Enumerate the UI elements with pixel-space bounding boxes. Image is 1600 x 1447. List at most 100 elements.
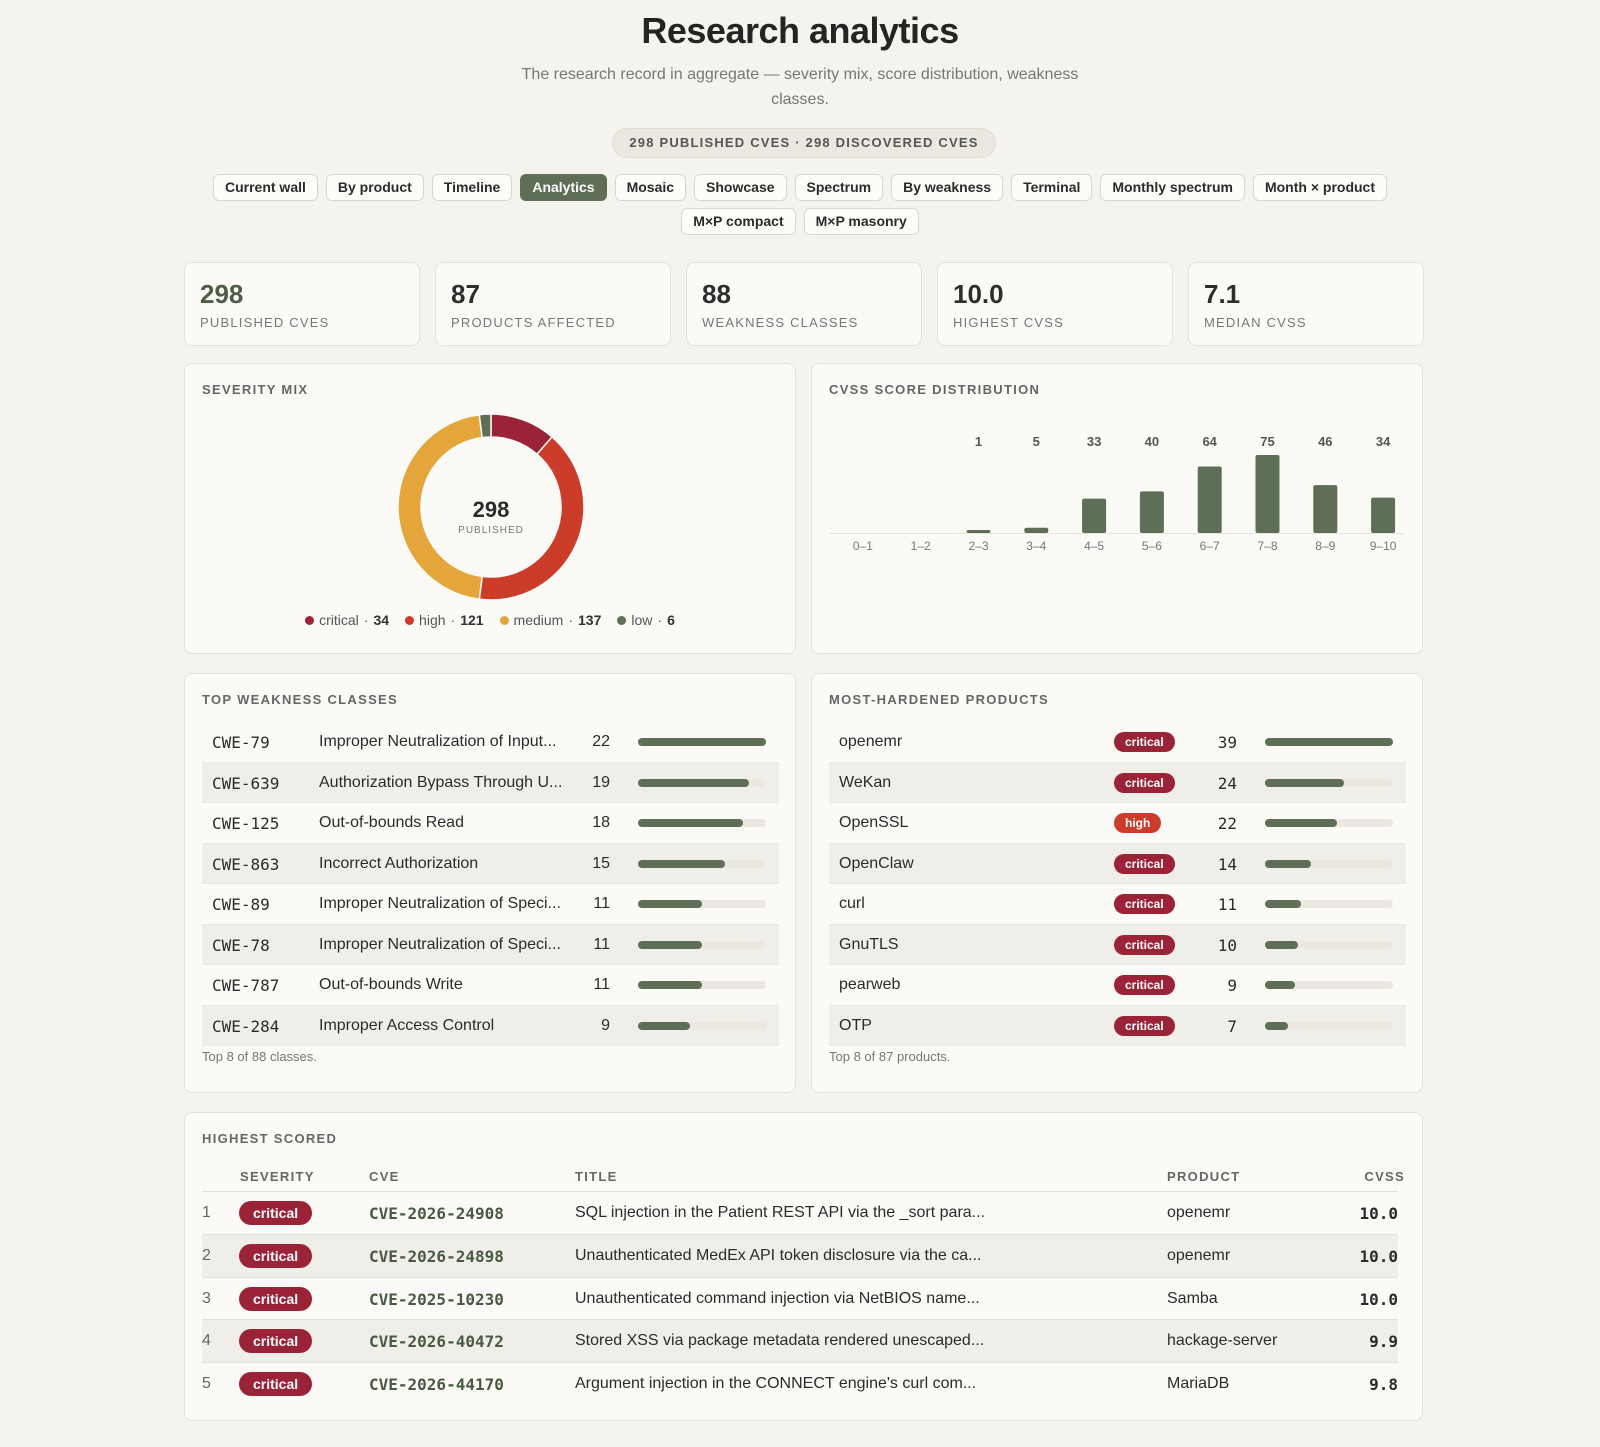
progress-track — [638, 819, 766, 827]
product-row[interactable]: GnuTLS critical 10 — [829, 924, 1406, 965]
severity-badge: high — [1114, 813, 1162, 833]
progress-track — [638, 738, 766, 746]
product-row[interactable]: WeKan critical 24 — [829, 762, 1406, 803]
table-row[interactable]: 1 critical CVE-2026-24908 SQL injection in … — [202, 1191, 1398, 1234]
product-name: GnuTLS — [839, 935, 899, 953]
legend-count: 6 — [667, 612, 675, 628]
bar-value-label: 1 — [975, 434, 982, 449]
donut-slice-medium — [397, 413, 484, 601]
table-row[interactable]: 4 critical CVE-2026-40472 Stored XSS via pa… — [202, 1319, 1398, 1363]
progress-track — [1265, 778, 1393, 787]
weakness-classes-card: TOP WEAKNESS CLASSES CWE-79 Improper Neut… — [184, 673, 796, 1093]
severity-badge-wrap: critical — [1114, 1015, 1214, 1036]
tab-terminal[interactable]: Terminal — [1011, 174, 1093, 201]
x-tick-label: 4–5 — [1084, 539, 1104, 553]
severity-badge: critical — [239, 1372, 313, 1397]
tab-showcase[interactable]: Showcase — [694, 174, 787, 201]
cwe-name: Out-of-bounds Read — [319, 814, 464, 831]
severity-badge-wrap: critical — [239, 1329, 313, 1354]
stat-label: PRODUCTS AFFECTED — [451, 315, 616, 330]
progress-fill — [1265, 859, 1311, 868]
stat-label: PUBLISHED CVES — [200, 315, 330, 330]
product-row[interactable]: OTP critical 7 — [829, 1005, 1406, 1046]
cwe-count: 11 — [593, 895, 610, 912]
tab-by-weakness[interactable]: By weakness — [891, 174, 1004, 201]
tab-by-product[interactable]: By product — [325, 174, 424, 201]
tab-mxp-compact[interactable]: M×P compact — [681, 208, 796, 235]
highest-scored-card: HIGHEST SCORED SEVERITY CVE TITLE PRODUC… — [184, 1112, 1423, 1421]
stat-label: HIGHEST CVSS — [953, 315, 1064, 330]
stat-value: 7.1 — [1204, 279, 1241, 309]
donut-center-label: PUBLISHED — [458, 525, 524, 536]
cve-id-link[interactable]: CVE-2026-40472 — [369, 1332, 504, 1352]
product-count: 11 — [1217, 895, 1237, 914]
severity-badge: critical — [1114, 772, 1175, 793]
cve-id-link[interactable]: CVE-2026-44170 — [369, 1375, 504, 1395]
bar-5–6 — [1139, 491, 1164, 533]
product-row[interactable]: OpenSSL high 22 — [829, 803, 1406, 844]
product-row[interactable]: pearweb critical 9 — [829, 965, 1406, 1006]
legend-item-low: low · 6 — [617, 612, 675, 628]
product-row[interactable]: curl critical 11 — [829, 884, 1406, 925]
tab-mosaic[interactable]: Mosaic — [614, 174, 687, 201]
cve-product: hackage-server — [1167, 1332, 1278, 1350]
x-tick-label: 0–1 — [853, 539, 873, 553]
weakness-row[interactable]: CWE-639 Authorization Bypass Through U...… — [202, 762, 779, 803]
products-table: openemr critical 39 WeKan critical 24 OpenSSL h… — [829, 722, 1406, 1046]
tab-monthly-spectrum[interactable]: Monthly spectrum — [1100, 174, 1245, 201]
column-header-severity: SEVERITY — [240, 1169, 315, 1184]
tab-timeline[interactable]: Timeline — [431, 174, 513, 201]
cwe-count: 11 — [593, 935, 610, 953]
legend-item-critical: critical · 34 — [305, 612, 389, 628]
tab-mxp-masonry[interactable]: M×P masonry — [803, 208, 919, 235]
weakness-row[interactable]: CWE-79 Improper Neutralization of Input..… — [202, 722, 779, 763]
cwe-count: 11 — [593, 976, 610, 993]
progress-fill — [638, 1021, 691, 1030]
weakness-row[interactable]: CWE-787 Out-of-bounds Write 11 — [202, 965, 779, 1006]
row-rank: 5 — [202, 1375, 211, 1393]
cve-id-link[interactable]: CVE-2026-24908 — [369, 1204, 504, 1223]
tab-month-x-product[interactable]: Month × product — [1252, 174, 1387, 201]
cve-product: openemr — [1167, 1204, 1231, 1221]
product-row[interactable]: OpenClaw critical 14 — [829, 843, 1406, 884]
cwe-id: CWE-639 — [212, 773, 280, 793]
severity-badge: critical — [1114, 1015, 1175, 1036]
cve-id-link[interactable]: CVE-2026-24898 — [369, 1246, 504, 1266]
table-row[interactable]: 3 critical CVE-2025-10230 Unauthenticated c… — [202, 1276, 1398, 1320]
weakness-row[interactable]: CWE-78 Improper Neutralization of Speci..… — [202, 924, 779, 965]
severity-badge: critical — [239, 1243, 313, 1268]
progress-fill — [1265, 778, 1344, 787]
severity-badge: critical — [239, 1286, 313, 1311]
product-count: 24 — [1217, 773, 1237, 793]
bar-7–8 — [1255, 455, 1280, 533]
stat-card-median-cvss: 7.1 MEDIAN CVSS — [1188, 262, 1424, 346]
tab-analytics[interactable]: Analytics — [520, 174, 607, 201]
cve-title: Argument injection in the CONNECT engine… — [575, 1375, 977, 1393]
weakness-row[interactable]: CWE-284 Improper Access Control 9 — [202, 1005, 779, 1046]
legend-count: 34 — [373, 612, 390, 628]
weakness-row[interactable]: CWE-863 Incorrect Authorization 15 — [202, 843, 779, 884]
stat-value: 298 — [200, 279, 244, 309]
cwe-id: CWE-79 — [212, 733, 270, 752]
legend-label: low — [631, 612, 653, 628]
table-row[interactable]: 2 critical CVE-2026-24898 Unauthenticated M… — [202, 1233, 1398, 1277]
severity-badge: critical — [239, 1201, 313, 1225]
weakness-row[interactable]: CWE-89 Improper Neutralization of Speci..… — [202, 884, 779, 925]
tab-current-wall[interactable]: Current wall — [212, 174, 318, 201]
cve-id-link[interactable]: CVE-2025-10230 — [369, 1289, 504, 1309]
product-row[interactable]: openemr critical 39 — [829, 722, 1406, 763]
weakness-row[interactable]: CWE-125 Out-of-bounds Read 18 — [202, 803, 779, 844]
product-count: 10 — [1217, 935, 1237, 955]
table-row[interactable]: 5 critical CVE-2026-44170 Argument injectio… — [202, 1362, 1398, 1405]
product-name: openemr — [839, 733, 903, 750]
progress-track — [638, 900, 766, 908]
severity-badge-wrap: critical — [239, 1201, 313, 1225]
progress-fill — [638, 981, 702, 989]
bar-6–7 — [1197, 466, 1222, 533]
bar-8–9 — [1313, 485, 1338, 533]
row-rank: 1 — [202, 1204, 211, 1221]
column-header-title: TITLE — [575, 1169, 618, 1184]
tab-spectrum[interactable]: Spectrum — [794, 174, 884, 201]
progress-fill — [1265, 819, 1338, 827]
weakness-footnote: Top 8 of 88 classes. — [202, 1049, 317, 1064]
